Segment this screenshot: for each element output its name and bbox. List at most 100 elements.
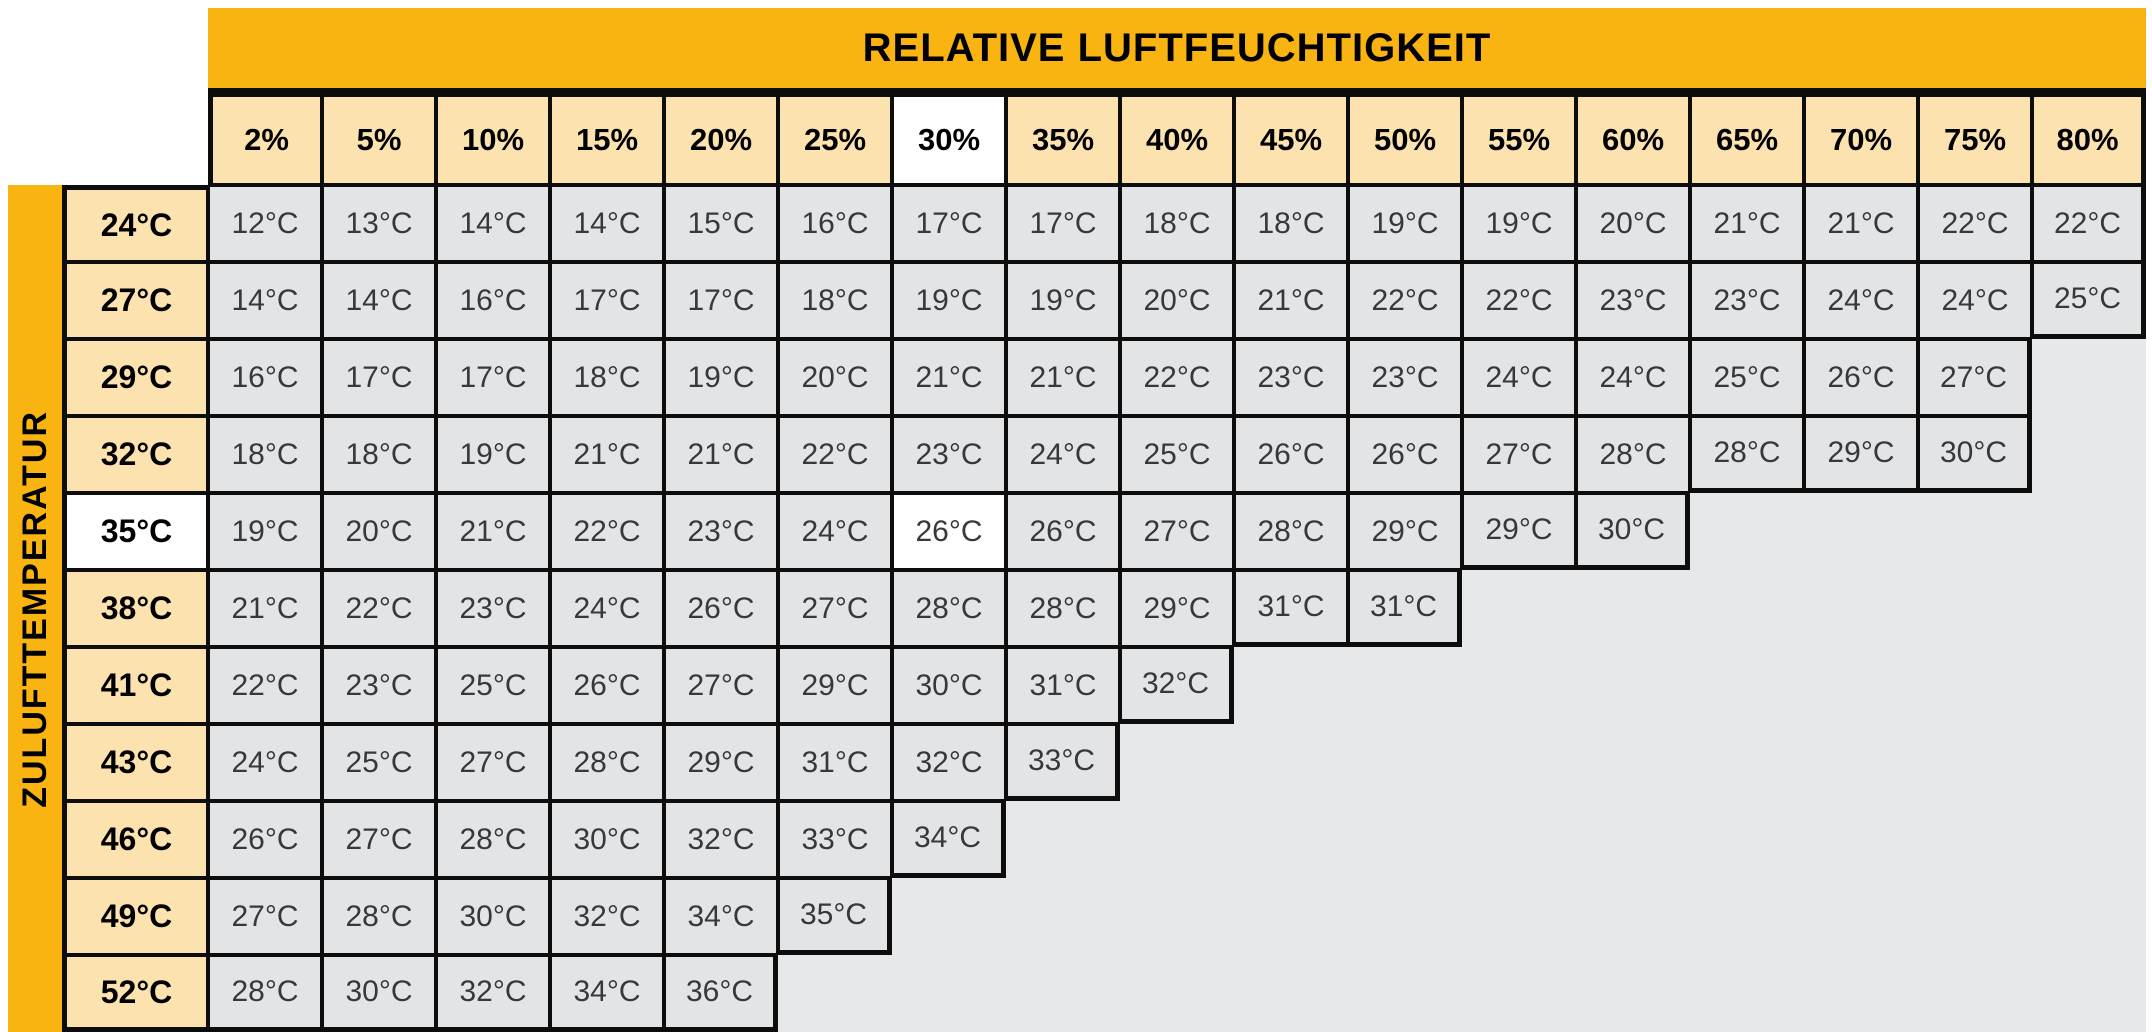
cell-29c-50pct: 23°C — [1348, 339, 1462, 416]
column-header-70pct: 70% — [1804, 95, 1918, 185]
cell-46c-5pct: 27°C — [322, 801, 436, 878]
cell-41c-5pct: 23°C — [322, 647, 436, 724]
cell-27c-55pct: 22°C — [1462, 262, 1576, 339]
cell-32c-10pct: 19°C — [436, 416, 550, 493]
cell-24c-15pct: 14°C — [550, 185, 664, 262]
cell-38c-2pct: 21°C — [208, 570, 322, 647]
cell-27c-5pct: 14°C — [322, 262, 436, 339]
column-header-2pct: 2% — [208, 95, 322, 185]
column-header-20pct: 20% — [664, 95, 778, 185]
cell-38c-10pct: 23°C — [436, 570, 550, 647]
cell-35c-25pct: 24°C — [778, 493, 892, 570]
cell-29c-10pct: 17°C — [436, 339, 550, 416]
cell-32c-15pct: 21°C — [550, 416, 664, 493]
cell-24c-5pct: 13°C — [322, 185, 436, 262]
cell-24c-2pct: 12°C — [208, 185, 322, 262]
cell-38c-15pct: 24°C — [550, 570, 664, 647]
cell-41c-2pct: 22°C — [208, 647, 322, 724]
row-header-49c: 49°C — [62, 878, 208, 955]
cell-41c-40pct: 32°C — [1120, 647, 1234, 724]
cell-38c-5pct: 22°C — [322, 570, 436, 647]
row-header-24c: 24°C — [62, 185, 208, 262]
column-header-65pct: 65% — [1690, 95, 1804, 185]
cell-29c-5pct: 17°C — [322, 339, 436, 416]
cell-27c-65pct: 23°C — [1690, 262, 1804, 339]
cell-32c-2pct: 18°C — [208, 416, 322, 493]
cell-46c-2pct: 26°C — [208, 801, 322, 878]
column-header-15pct: 15% — [550, 95, 664, 185]
row-header-46c: 46°C — [62, 801, 208, 878]
cell-27c-60pct: 23°C — [1576, 262, 1690, 339]
cell-27c-30pct: 19°C — [892, 262, 1006, 339]
cell-49c-10pct: 30°C — [436, 878, 550, 955]
cell-43c-30pct: 32°C — [892, 724, 1006, 801]
cell-32c-30pct: 23°C — [892, 416, 1006, 493]
cell-24c-50pct: 19°C — [1348, 185, 1462, 262]
table-title-band: RELATIVE LUFTFEUCHTIGKEIT — [208, 8, 2146, 95]
column-header-75pct: 75% — [1918, 95, 2032, 185]
column-header-80pct: 80% — [2032, 95, 2146, 185]
cell-27c-25pct: 18°C — [778, 262, 892, 339]
cell-32c-20pct: 21°C — [664, 416, 778, 493]
cell-24c-20pct: 15°C — [664, 185, 778, 262]
column-header-30pct: 30% — [892, 95, 1006, 185]
cell-24c-80pct: 22°C — [2032, 185, 2146, 262]
cell-35c-10pct: 21°C — [436, 493, 550, 570]
cell-52c-5pct: 30°C — [322, 955, 436, 1032]
cell-35c-20pct: 23°C — [664, 493, 778, 570]
cell-35c-50pct: 29°C — [1348, 493, 1462, 570]
cell-29c-20pct: 19°C — [664, 339, 778, 416]
cell-41c-35pct: 31°C — [1006, 647, 1120, 724]
cell-46c-20pct: 32°C — [664, 801, 778, 878]
cell-32c-25pct: 22°C — [778, 416, 892, 493]
column-header-10pct: 10% — [436, 95, 550, 185]
column-header-55pct: 55% — [1462, 95, 1576, 185]
cell-49c-2pct: 27°C — [208, 878, 322, 955]
cell-41c-15pct: 26°C — [550, 647, 664, 724]
row-axis-band: ZULUFTTEMPERATUR — [8, 185, 62, 1032]
cell-24c-35pct: 17°C — [1006, 185, 1120, 262]
cell-52c-2pct: 28°C — [208, 955, 322, 1032]
cell-38c-35pct: 28°C — [1006, 570, 1120, 647]
cell-41c-10pct: 25°C — [436, 647, 550, 724]
cell-29c-60pct: 24°C — [1576, 339, 1690, 416]
cell-32c-5pct: 18°C — [322, 416, 436, 493]
cell-27c-80pct: 25°C — [2032, 262, 2146, 339]
cell-29c-40pct: 22°C — [1120, 339, 1234, 416]
row-header-27c: 27°C — [62, 262, 208, 339]
cell-49c-25pct: 35°C — [778, 878, 892, 955]
cell-49c-15pct: 32°C — [550, 878, 664, 955]
cell-35c-2pct: 19°C — [208, 493, 322, 570]
cell-52c-15pct: 34°C — [550, 955, 664, 1032]
cell-29c-15pct: 18°C — [550, 339, 664, 416]
cell-38c-45pct: 31°C — [1234, 570, 1348, 647]
cell-24c-30pct: 17°C — [892, 185, 1006, 262]
cell-27c-15pct: 17°C — [550, 262, 664, 339]
cell-27c-2pct: 14°C — [208, 262, 322, 339]
cell-24c-25pct: 16°C — [778, 185, 892, 262]
cell-35c-40pct: 27°C — [1120, 493, 1234, 570]
cell-27c-75pct: 24°C — [1918, 262, 2032, 339]
cell-49c-20pct: 34°C — [664, 878, 778, 955]
cell-32c-75pct: 30°C — [1918, 416, 2032, 493]
cell-38c-40pct: 29°C — [1120, 570, 1234, 647]
cell-43c-5pct: 25°C — [322, 724, 436, 801]
cell-24c-55pct: 19°C — [1462, 185, 1576, 262]
cell-46c-10pct: 28°C — [436, 801, 550, 878]
cell-24c-45pct: 18°C — [1234, 185, 1348, 262]
cell-38c-25pct: 27°C — [778, 570, 892, 647]
cell-52c-10pct: 32°C — [436, 955, 550, 1032]
cell-29c-30pct: 21°C — [892, 339, 1006, 416]
row-axis-title: ZULUFTTEMPERATUR — [15, 409, 54, 808]
cell-27c-70pct: 24°C — [1804, 262, 1918, 339]
column-header-35pct: 35% — [1006, 95, 1120, 185]
cell-46c-30pct: 34°C — [892, 801, 1006, 878]
cell-27c-10pct: 16°C — [436, 262, 550, 339]
cell-43c-10pct: 27°C — [436, 724, 550, 801]
cell-46c-25pct: 33°C — [778, 801, 892, 878]
cell-38c-20pct: 26°C — [664, 570, 778, 647]
row-header-38c: 38°C — [62, 570, 208, 647]
cell-29c-65pct: 25°C — [1690, 339, 1804, 416]
cell-29c-55pct: 24°C — [1462, 339, 1576, 416]
column-header-50pct: 50% — [1348, 95, 1462, 185]
